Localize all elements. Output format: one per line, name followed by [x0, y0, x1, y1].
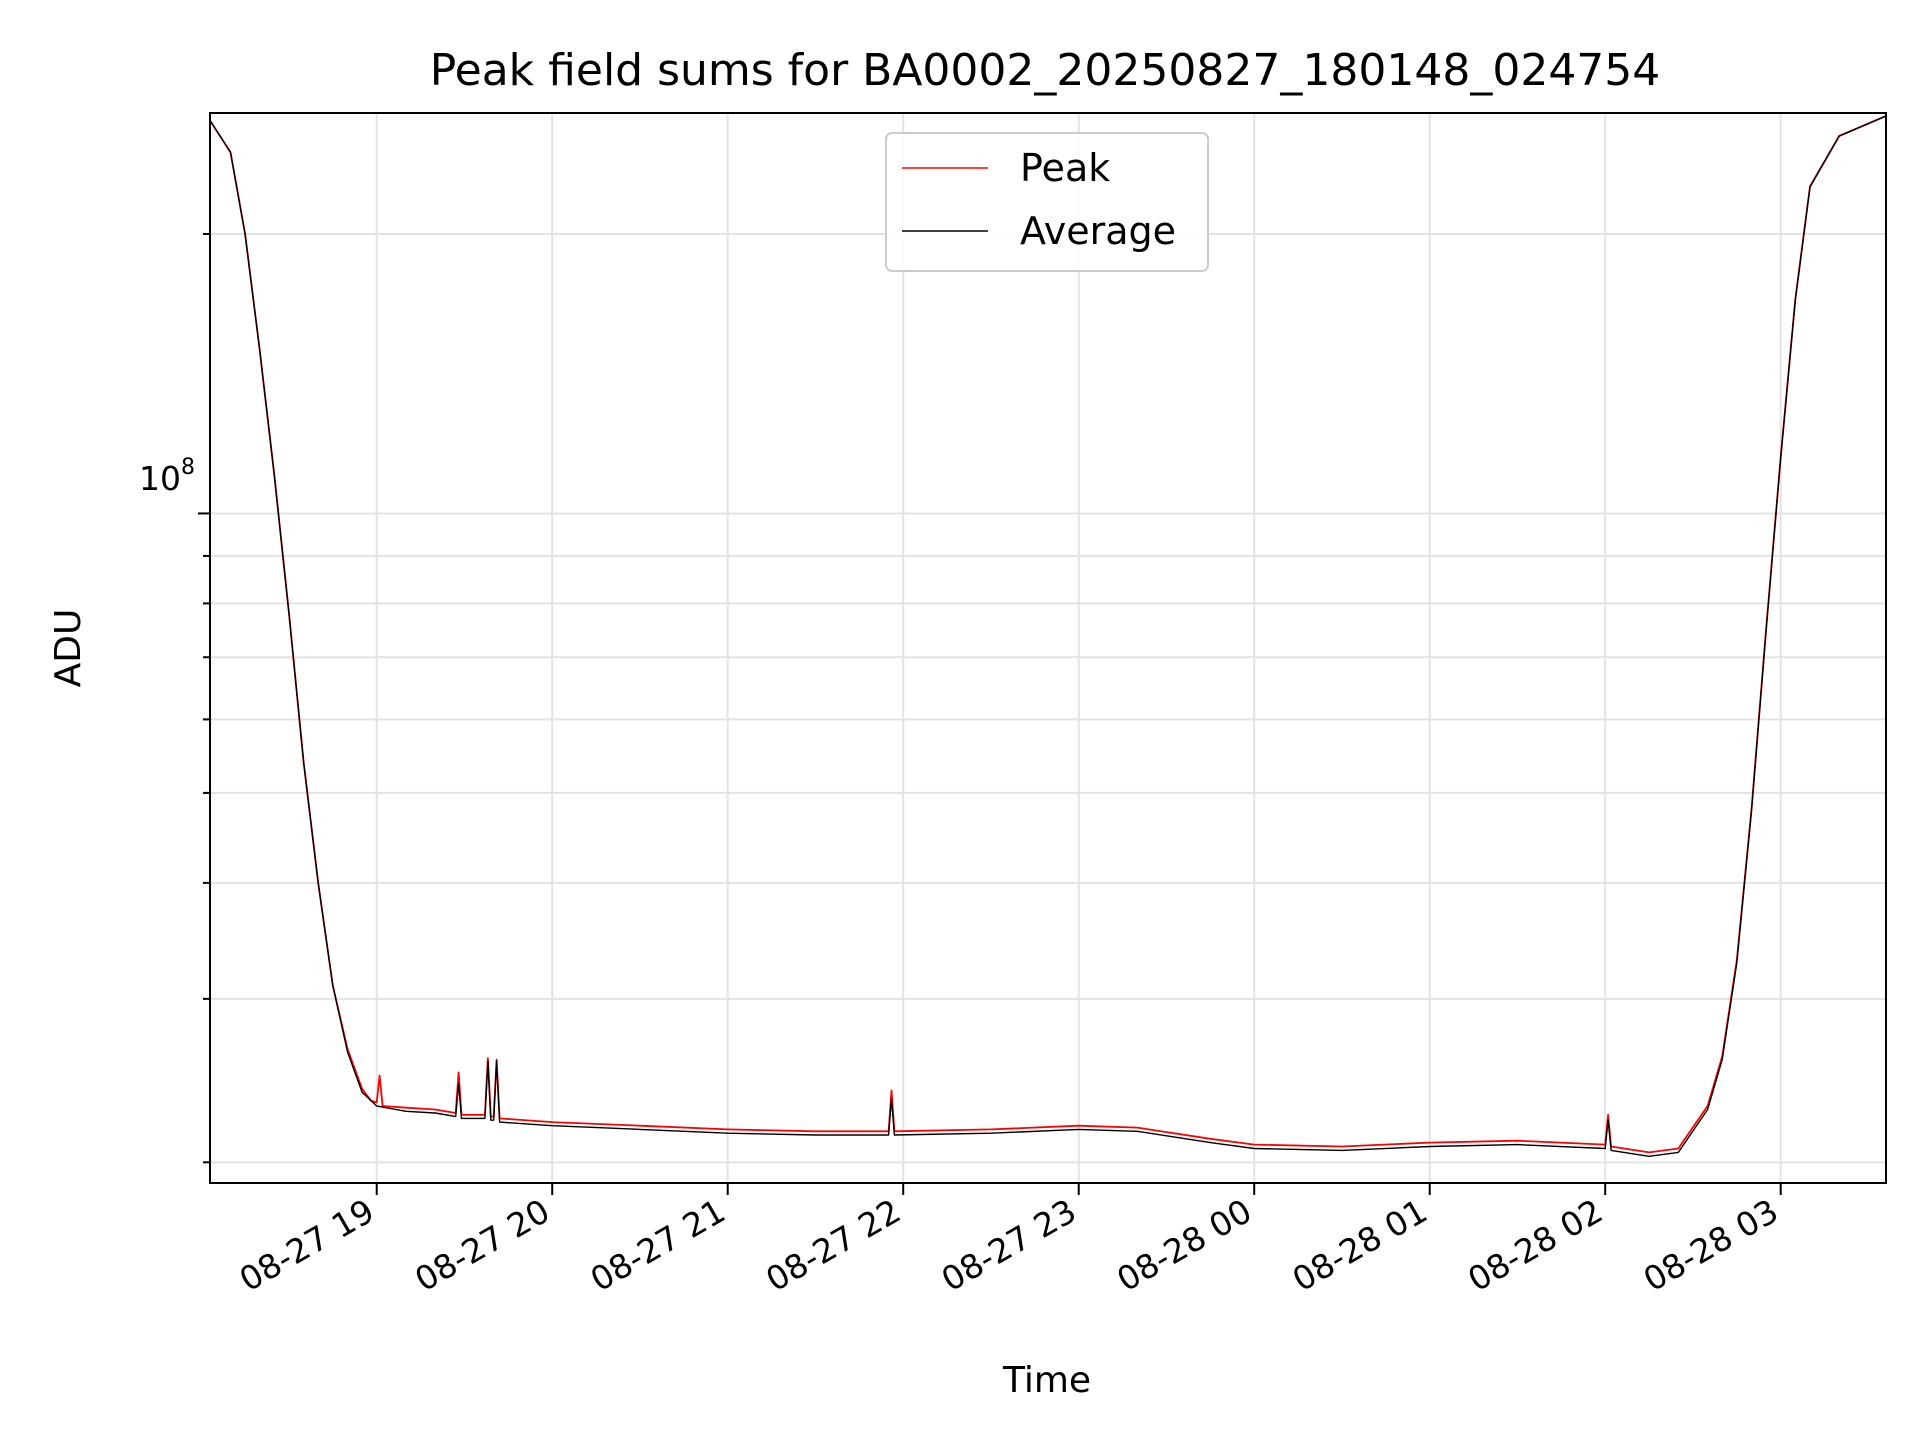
y-axis-label: ADU: [48, 609, 89, 688]
legend-average-label: Average: [1020, 209, 1176, 253]
chart-title: Peak field sums for BA0002_20250827_1801…: [430, 45, 1661, 96]
legend-peak-label: Peak: [1020, 146, 1110, 190]
plot-background: [210, 113, 1886, 1183]
y-tick-label-1e8: 108: [139, 455, 195, 498]
y-axis-ticks: [198, 232, 210, 1164]
plot-frame: [209, 112, 1887, 1184]
x-axis-label: Time: [1002, 1360, 1091, 1401]
legend: Peak Average: [885, 132, 1209, 272]
series-line-average: [210, 115, 1886, 1157]
y-tick-exponent: 8: [181, 455, 195, 480]
y-tick-base: 10: [139, 459, 181, 498]
plot-area: 08-27 19 08-27 20 08-27 21 08-27 22 08-27 23…: [198, 112, 1887, 1299]
series-lines: [210, 115, 1886, 1157]
series-line-peak: [210, 115, 1886, 1154]
